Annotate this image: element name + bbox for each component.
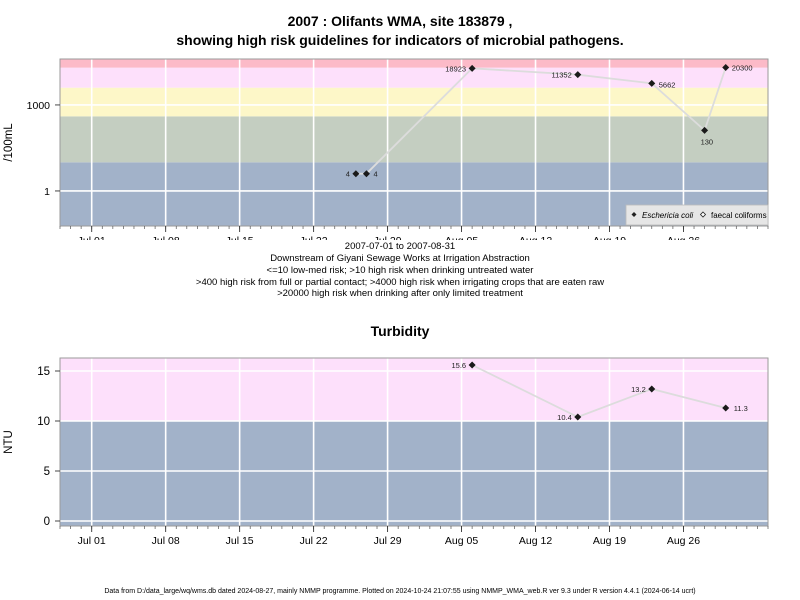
data-label: 20300 [732, 63, 753, 72]
y-tick-label: 5 [44, 466, 50, 478]
x-tick-label: Jul 29 [374, 535, 402, 547]
x-tick-label: Aug 19 [593, 235, 626, 240]
data-label: 4 [373, 170, 377, 179]
legend-box [625, 204, 769, 226]
data-label: 15.6 [452, 361, 467, 370]
date-range-note: 2007-07-01 to 2007-08-31 [344, 241, 456, 252]
data-point [574, 71, 582, 79]
ecoli-chart: Jul 01 Jul 08 Jul 15 Jul 22 Jul 29 Aug 05 Aug … [3, 58, 769, 240]
chart1-title-line1: 2007 : Olifants WMA, site 183879 , [287, 13, 513, 29]
site-description-note: Downstream of Giyani Sewage Works at Irr… [270, 253, 530, 264]
risk-guideline-note-3: >20000 high risk when drinking after onl… [277, 288, 523, 299]
series-line [471, 364, 726, 418]
plot-frame [59, 58, 769, 227]
y-tick-label: 15 [37, 366, 50, 378]
legend-faecal-label: faecal coliforms [711, 211, 767, 220]
y-tick-label: 0 [44, 516, 50, 528]
data-point [352, 170, 360, 178]
data-label: 11352 [551, 71, 571, 80]
data-label: 11.3 [734, 404, 748, 413]
plot-frame [59, 357, 769, 527]
x-tick-label: Aug 26 [667, 235, 700, 240]
x-tick-label: Aug 05 [445, 235, 478, 240]
y-tick-label: 10 [37, 416, 50, 428]
legend-faecal-marker [699, 211, 707, 218]
x-tick-label: Jul 08 [152, 235, 180, 240]
x-tick-label: Aug 05 [445, 535, 478, 547]
x-tick-label: Aug 19 [593, 535, 626, 547]
legend-ecoli-label: Eschericia coli [642, 211, 693, 220]
x-tick-label: Aug 12 [519, 235, 552, 240]
data-label: 10.4 [557, 413, 572, 422]
data-point [468, 64, 476, 72]
data-point [648, 385, 656, 393]
data-label: 18923 [445, 64, 466, 73]
data-label: 4 [346, 170, 350, 179]
data-point [648, 79, 656, 87]
footer-source-note: Data from D:/data_large/wq/wms.db dated … [104, 588, 696, 595]
y-axis-label: /100mL [3, 123, 15, 162]
risk-band [60, 67, 768, 88]
risk-band [60, 116, 768, 163]
risk-guideline-note-2: >400 high risk from full or partial cont… [195, 277, 605, 288]
data-point [574, 413, 582, 421]
legend-ecoli-marker [631, 212, 637, 217]
x-tick-label: Jul 22 [300, 235, 328, 240]
x-tick-label: Jul 22 [300, 535, 328, 547]
data-point [722, 63, 730, 71]
risk-band [60, 87, 768, 117]
chart1-title-line2: showing high risk guidelines for indicat… [176, 32, 624, 48]
risk-band [60, 59, 768, 68]
x-tick-label: Aug 26 [667, 535, 700, 547]
y-tick-label: 1000 [27, 100, 51, 112]
x-tick-label: Jul 08 [152, 535, 180, 547]
y-tick-label: 1 [44, 186, 50, 198]
x-tick-label: Jul 29 [374, 235, 402, 240]
x-tick-label: Aug 12 [519, 535, 552, 547]
risk-band [60, 421, 768, 526]
x-tick-label: Jul 15 [226, 535, 254, 547]
chart2-title: Turbidity [370, 323, 430, 339]
data-point [722, 404, 730, 412]
data-point [468, 361, 476, 369]
y-axis-label: NTU [3, 430, 15, 454]
data-label: 5662 [659, 80, 676, 89]
x-tick-label: Jul 15 [226, 235, 254, 240]
data-label: 13.2 [631, 385, 646, 394]
data-point [701, 126, 709, 134]
turbidity-chart: Jul 01 Jul 08 Jul 15 Jul 22 Jul 29 Aug 05 Aug … [3, 357, 769, 547]
data-point [362, 170, 370, 178]
x-tick-label: Jul 01 [78, 235, 106, 240]
risk-guideline-note-1: <=10 low-med risk; >10 high risk when dr… [266, 265, 534, 276]
data-label: 130 [701, 137, 714, 146]
x-tick-label: Jul 01 [78, 535, 106, 547]
